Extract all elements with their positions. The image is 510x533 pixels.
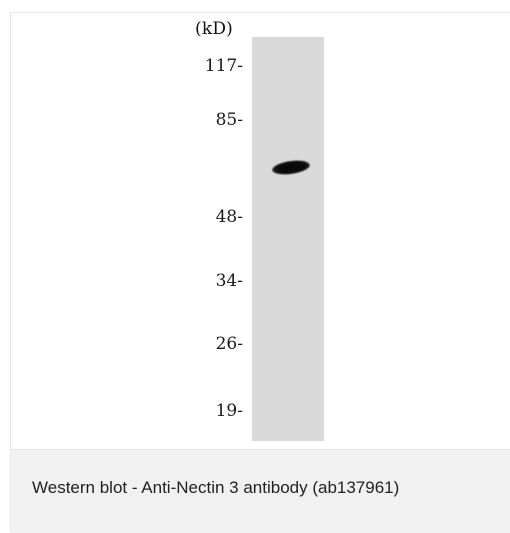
marker-label-34: 34-	[215, 271, 243, 291]
blot-lane	[252, 37, 324, 441]
marker-label-117: 117-	[204, 56, 243, 76]
marker-label-19: 19-	[215, 401, 243, 421]
caption-panel: Western blot - Anti-Nectin 3 antibody (a…	[11, 449, 510, 533]
figure-frame: (kD) 117- 85- 48- 34- 26- 19- Western bl…	[10, 12, 510, 533]
marker-label-26: 26-	[215, 334, 243, 354]
figure-caption: Western blot - Anti-Nectin 3 antibody (a…	[32, 478, 400, 497]
marker-label-85: 85-	[215, 110, 243, 130]
western-blot-image: (kD) 117- 85- 48- 34- 26- 19-	[11, 13, 510, 449]
molecular-weight-unit-label: (kD)	[195, 19, 233, 39]
protein-band	[271, 158, 311, 177]
marker-label-48: 48-	[215, 207, 243, 227]
